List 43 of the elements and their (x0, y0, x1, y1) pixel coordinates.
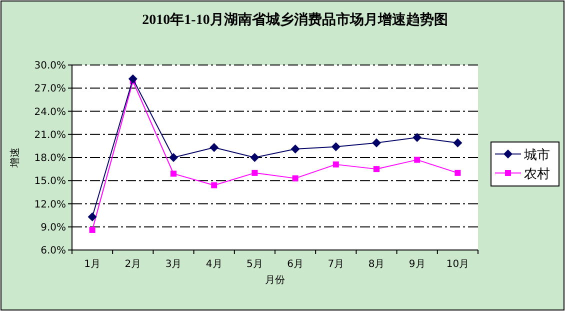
legend-label: 城市 (523, 148, 550, 163)
x-tick-label: 9月 (408, 259, 426, 270)
x-tick-label: 10月 (446, 259, 470, 270)
y-tick-label: 12.0% (34, 199, 66, 210)
point (332, 161, 339, 168)
x-tick-label: 2月 (124, 259, 142, 270)
point (290, 144, 300, 154)
point (372, 138, 381, 148)
point (210, 142, 219, 152)
x-tick-label: 8月 (368, 259, 385, 270)
x-tick-label: 6月 (287, 259, 304, 270)
y-tick-label: 15.0% (34, 176, 66, 188)
point (454, 170, 461, 176)
point (211, 182, 218, 188)
point (88, 212, 97, 222)
y-tick-label: 24.0% (34, 106, 66, 118)
point (169, 153, 178, 162)
point (292, 175, 298, 182)
point (89, 226, 96, 233)
y-tick-label: 30.0% (34, 60, 66, 72)
point (331, 142, 340, 152)
x-axis-title: 月份 (265, 275, 285, 286)
x-tick-label: 7月 (328, 259, 344, 270)
x-tick-label: 1月 (84, 259, 100, 270)
y-tick-label: 27.0% (34, 84, 66, 95)
point (250, 153, 260, 162)
chart-title: 2010年1-10月湖南省城乡消费品市场月增速趋势图 (142, 11, 448, 28)
x-tick-label: 3月 (165, 259, 182, 270)
point (412, 132, 422, 142)
point (128, 74, 138, 84)
y-tick-label: 6.0% (40, 246, 66, 256)
x-tick-label: 5月 (246, 259, 263, 270)
legend-label: 农村 (524, 167, 550, 182)
x-tick-label: 4月 (206, 259, 222, 270)
point (414, 156, 420, 163)
y-tick-label: 9.0% (40, 222, 66, 234)
point (170, 170, 176, 177)
point (374, 166, 380, 172)
point (453, 138, 462, 148)
y-axis-title: 增速 (9, 148, 21, 168)
y-tick-label: 18.0% (34, 153, 66, 164)
point (252, 170, 258, 176)
y-tick-label: 21.0% (34, 130, 66, 141)
